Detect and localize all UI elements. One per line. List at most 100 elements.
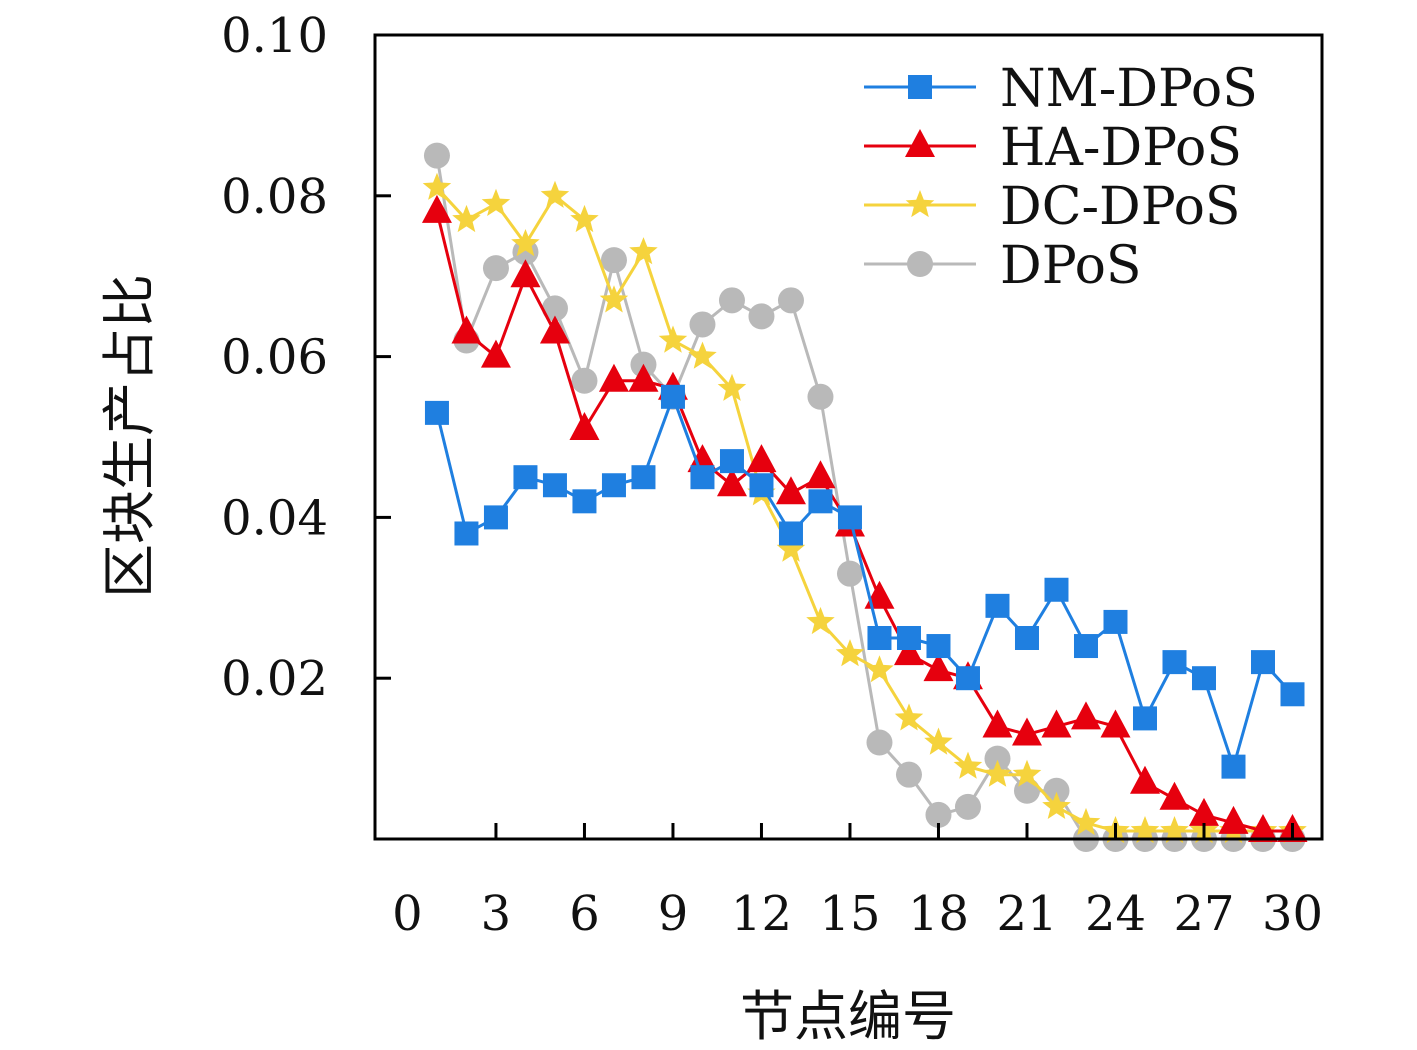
data-point	[805, 460, 836, 489]
data-point	[777, 287, 804, 314]
data-point	[510, 259, 541, 288]
data-point	[748, 303, 775, 330]
y-tick-label: 0.10	[221, 8, 328, 64]
data-point	[925, 801, 952, 828]
data-point	[1221, 754, 1246, 779]
data-point	[719, 449, 744, 474]
legend-label: DPoS	[1000, 236, 1142, 296]
data-point	[1044, 577, 1069, 602]
data-point	[424, 400, 449, 425]
data-point	[955, 666, 980, 691]
data-point	[600, 247, 627, 274]
data-point	[598, 363, 629, 392]
series-HA-DPoS	[421, 194, 1308, 842]
series-NM-DPoS	[424, 384, 1305, 779]
y-tick-label: 0.02	[221, 651, 328, 707]
data-point	[629, 237, 658, 265]
data-point	[924, 727, 953, 755]
data-point	[985, 593, 1010, 618]
data-point	[452, 204, 481, 233]
data-point	[1159, 781, 1190, 810]
data-point	[1129, 765, 1160, 794]
data-point	[688, 341, 717, 369]
data-point	[807, 383, 834, 410]
data-point	[717, 373, 747, 401]
data-point	[982, 709, 1013, 738]
y-axis-title: 区块生产占比	[98, 274, 161, 598]
legend-item: DC-DPoS	[864, 177, 1241, 237]
y-tick-label: 0.08	[221, 169, 328, 225]
x-tick-label: 24	[1085, 886, 1146, 942]
data-point	[570, 204, 599, 233]
data-point	[1012, 759, 1042, 787]
data-point	[778, 521, 803, 546]
data-point	[1011, 717, 1042, 746]
data-point	[687, 444, 718, 473]
data-point	[1073, 634, 1098, 659]
data-point	[865, 655, 894, 683]
series-line	[435, 392, 1294, 772]
data-point	[599, 285, 629, 313]
data-point	[660, 384, 685, 409]
data-point	[867, 626, 892, 650]
x-tick-label: 30	[1262, 886, 1323, 942]
data-point	[511, 229, 540, 257]
data-point	[480, 339, 511, 368]
legend-label: HA-DPoS	[1000, 118, 1242, 178]
data-point	[1013, 777, 1040, 804]
x-tick-label: 0	[392, 886, 423, 942]
x-tick-label: 12	[731, 886, 792, 942]
data-point	[1103, 609, 1128, 634]
data-point	[983, 759, 1012, 787]
data-point	[1042, 791, 1071, 819]
legend-label: NM-DPoS	[1000, 59, 1258, 119]
legend-marker	[907, 251, 933, 277]
series-DC-DPoS	[422, 172, 1307, 844]
data-point	[690, 465, 715, 490]
data-point	[689, 311, 716, 338]
data-point	[716, 468, 747, 497]
legend-label: DC-DPoS	[1000, 177, 1241, 237]
data-point	[540, 180, 570, 208]
data-point	[421, 194, 452, 223]
data-point	[451, 315, 482, 344]
data-point	[776, 534, 806, 562]
x-tick-label: 21	[996, 886, 1057, 942]
data-point	[483, 505, 508, 530]
data-point	[806, 606, 835, 635]
data-point	[775, 476, 806, 505]
data-point	[1132, 706, 1157, 731]
data-point	[923, 653, 954, 682]
data-point	[423, 142, 450, 169]
data-point	[808, 489, 833, 514]
data-point	[866, 729, 893, 756]
data-point	[481, 188, 511, 216]
x-tick-label: 15	[819, 886, 880, 942]
data-point	[954, 793, 981, 820]
legend-item: NM-DPoS	[864, 59, 1258, 119]
data-point	[542, 473, 567, 498]
legend-marker	[905, 129, 935, 157]
legend-marker	[908, 75, 932, 99]
data-point	[513, 465, 538, 490]
y-tick-label: 0.06	[221, 330, 328, 386]
y-tick-label: 0.04	[221, 490, 328, 546]
data-point	[1247, 813, 1278, 842]
data-point	[1160, 816, 1189, 844]
x-tick-label: 27	[1173, 886, 1234, 942]
data-point	[422, 172, 452, 200]
data-point	[718, 287, 745, 314]
x-tick-label: 18	[908, 886, 969, 942]
data-point	[1250, 650, 1275, 675]
legend-item: DPoS	[864, 236, 1142, 296]
data-point	[658, 325, 688, 353]
x-tick-label: 6	[569, 886, 600, 942]
data-point	[953, 751, 983, 779]
data-point	[482, 255, 509, 282]
data-point	[1218, 805, 1249, 834]
data-point	[454, 521, 479, 546]
series-layer	[421, 142, 1308, 852]
data-point	[1191, 666, 1216, 691]
data-point	[893, 637, 924, 666]
